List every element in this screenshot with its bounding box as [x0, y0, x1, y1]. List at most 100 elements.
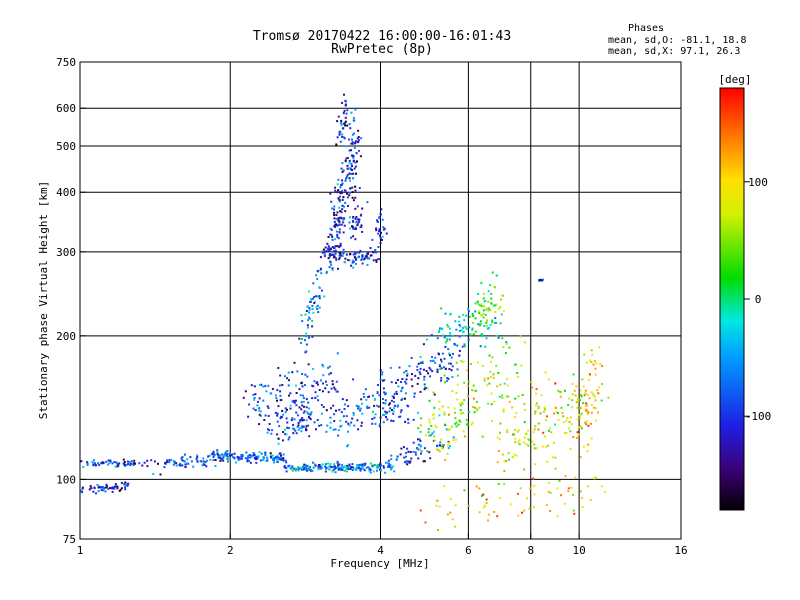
data-point [282, 457, 285, 460]
data-point [248, 454, 251, 456]
data-point [264, 454, 267, 456]
data-point [471, 328, 474, 331]
data-point [462, 330, 465, 333]
data-point [305, 310, 308, 312]
data-point [308, 311, 310, 314]
data-point [501, 337, 504, 340]
data-point [587, 411, 590, 414]
data-point [227, 460, 229, 463]
data-point [395, 458, 398, 461]
data-point [400, 390, 403, 393]
data-point [593, 477, 596, 480]
data-point [579, 425, 582, 428]
data-point [337, 464, 340, 467]
data-point [263, 419, 266, 421]
data-point [454, 422, 457, 425]
data-point [385, 392, 387, 395]
data-point [272, 457, 275, 460]
data-point [381, 239, 383, 241]
data-point [384, 402, 387, 405]
data-point [487, 309, 490, 312]
data-point [344, 99, 347, 102]
data-point [326, 424, 329, 427]
data-point [350, 236, 352, 239]
data-point [584, 421, 587, 424]
data-point [349, 167, 352, 170]
data-point [555, 410, 558, 413]
data-point [113, 485, 116, 488]
data-point [451, 376, 454, 378]
data-point [213, 454, 216, 456]
data-point [506, 395, 509, 398]
data-point [504, 352, 507, 355]
data-point [342, 196, 345, 199]
data-point [338, 258, 341, 261]
data-point [417, 427, 420, 430]
data-point [438, 400, 441, 403]
data-point [336, 466, 339, 469]
data-point [488, 307, 491, 310]
data-point [293, 361, 296, 364]
y-tick-label: 750 [56, 56, 76, 69]
data-point [357, 218, 360, 221]
data-point [400, 399, 403, 401]
data-point [340, 191, 343, 194]
data-point [517, 514, 520, 517]
data-point [276, 456, 279, 458]
data-point [338, 223, 341, 226]
data-point [479, 322, 482, 325]
data-point [133, 459, 136, 462]
data-point [238, 458, 241, 461]
data-point [416, 447, 419, 450]
data-point [348, 138, 350, 141]
data-point [499, 322, 502, 325]
data-point [594, 395, 596, 398]
data-point [126, 460, 129, 463]
data-point [141, 464, 144, 467]
data-point [556, 515, 559, 518]
data-point [569, 447, 572, 450]
data-point [97, 462, 99, 465]
data-point [578, 413, 581, 416]
data-point [361, 412, 364, 415]
data-point [379, 462, 382, 465]
data-point [488, 326, 491, 329]
data-point [301, 468, 304, 471]
data-point [190, 460, 193, 463]
data-point [458, 419, 461, 422]
data-point [344, 116, 347, 119]
data-point [417, 411, 420, 414]
data-point [337, 434, 340, 437]
data-point [576, 431, 579, 434]
data-point [590, 361, 593, 363]
data-point [534, 412, 537, 415]
data-point [535, 402, 538, 405]
data-point [360, 224, 363, 227]
data-point [419, 390, 422, 393]
data-point [278, 452, 281, 455]
data-point [500, 298, 503, 301]
data-point [340, 411, 343, 414]
data-point [341, 204, 344, 207]
data-point [453, 407, 456, 410]
data-point [328, 365, 331, 368]
data-point [259, 384, 261, 387]
data-point [482, 316, 485, 319]
data-point [352, 172, 355, 175]
data-point [353, 146, 356, 149]
data-point [412, 450, 415, 453]
data-point [451, 518, 454, 521]
data-point [297, 428, 300, 431]
data-point [369, 468, 372, 471]
data-point [303, 405, 305, 408]
data-point [341, 136, 344, 138]
data-point [343, 224, 346, 227]
data-point [499, 306, 502, 309]
data-point [464, 345, 466, 348]
data-point [451, 352, 454, 355]
data-point [355, 216, 358, 218]
data-point [544, 419, 547, 422]
data-point [337, 217, 340, 220]
x-tick-label: 1 [77, 544, 84, 557]
